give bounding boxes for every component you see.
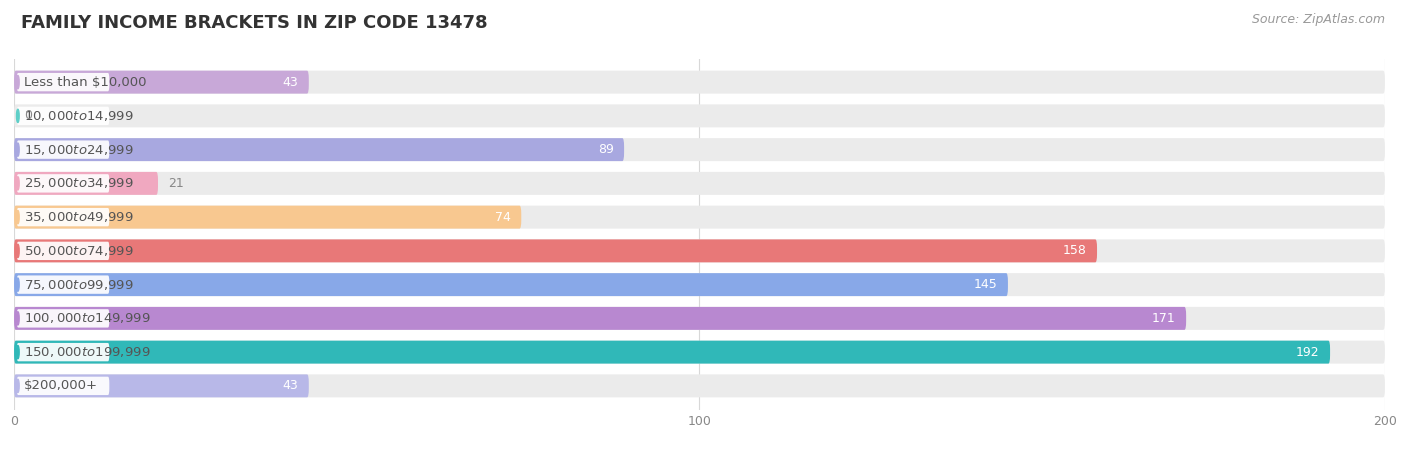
Circle shape xyxy=(17,76,20,89)
Text: $10,000 to $14,999: $10,000 to $14,999 xyxy=(24,109,134,123)
Text: 89: 89 xyxy=(598,143,614,156)
FancyBboxPatch shape xyxy=(14,239,1097,262)
FancyBboxPatch shape xyxy=(17,242,110,260)
Text: $200,000+: $200,000+ xyxy=(24,379,98,392)
FancyBboxPatch shape xyxy=(14,307,1187,330)
Circle shape xyxy=(17,211,20,224)
FancyBboxPatch shape xyxy=(14,172,1385,195)
Text: $15,000 to $24,999: $15,000 to $24,999 xyxy=(24,143,134,157)
FancyBboxPatch shape xyxy=(17,377,110,395)
Text: 145: 145 xyxy=(974,278,998,291)
FancyBboxPatch shape xyxy=(14,374,1385,397)
FancyBboxPatch shape xyxy=(14,239,1385,262)
Text: Less than $10,000: Less than $10,000 xyxy=(24,76,146,89)
Circle shape xyxy=(17,278,20,291)
FancyBboxPatch shape xyxy=(17,73,110,91)
FancyBboxPatch shape xyxy=(14,206,1385,229)
Text: $75,000 to $99,999: $75,000 to $99,999 xyxy=(24,278,134,292)
Text: $35,000 to $49,999: $35,000 to $49,999 xyxy=(24,210,134,224)
FancyBboxPatch shape xyxy=(14,307,1385,330)
Text: $100,000 to $149,999: $100,000 to $149,999 xyxy=(24,311,150,325)
Text: 43: 43 xyxy=(283,379,298,392)
FancyBboxPatch shape xyxy=(14,206,522,229)
FancyBboxPatch shape xyxy=(17,140,110,159)
FancyBboxPatch shape xyxy=(14,273,1008,296)
FancyBboxPatch shape xyxy=(14,341,1385,364)
Text: 158: 158 xyxy=(1063,244,1087,257)
Text: 171: 171 xyxy=(1152,312,1175,325)
Text: 74: 74 xyxy=(495,211,510,224)
FancyBboxPatch shape xyxy=(17,174,110,193)
Circle shape xyxy=(17,244,20,257)
FancyBboxPatch shape xyxy=(14,104,1385,127)
FancyBboxPatch shape xyxy=(14,71,1385,94)
Circle shape xyxy=(17,346,20,359)
FancyBboxPatch shape xyxy=(14,138,624,161)
Circle shape xyxy=(17,177,20,190)
FancyBboxPatch shape xyxy=(14,138,1385,161)
Text: 0: 0 xyxy=(24,109,32,122)
FancyBboxPatch shape xyxy=(14,172,157,195)
FancyBboxPatch shape xyxy=(14,341,1330,364)
Text: 43: 43 xyxy=(283,76,298,89)
FancyBboxPatch shape xyxy=(17,107,110,125)
Circle shape xyxy=(17,312,20,325)
FancyBboxPatch shape xyxy=(14,71,309,94)
Circle shape xyxy=(17,109,20,122)
Circle shape xyxy=(17,379,20,392)
FancyBboxPatch shape xyxy=(17,275,110,294)
FancyBboxPatch shape xyxy=(14,273,1385,296)
Text: $150,000 to $199,999: $150,000 to $199,999 xyxy=(24,345,150,359)
FancyBboxPatch shape xyxy=(17,309,110,328)
Text: Source: ZipAtlas.com: Source: ZipAtlas.com xyxy=(1251,14,1385,27)
FancyBboxPatch shape xyxy=(17,208,110,226)
Text: 21: 21 xyxy=(169,177,184,190)
FancyBboxPatch shape xyxy=(17,343,110,361)
Circle shape xyxy=(17,143,20,156)
Text: FAMILY INCOME BRACKETS IN ZIP CODE 13478: FAMILY INCOME BRACKETS IN ZIP CODE 13478 xyxy=(21,14,488,32)
FancyBboxPatch shape xyxy=(14,374,309,397)
Text: 192: 192 xyxy=(1296,346,1320,359)
Text: $25,000 to $34,999: $25,000 to $34,999 xyxy=(24,176,134,190)
Text: $50,000 to $74,999: $50,000 to $74,999 xyxy=(24,244,134,258)
